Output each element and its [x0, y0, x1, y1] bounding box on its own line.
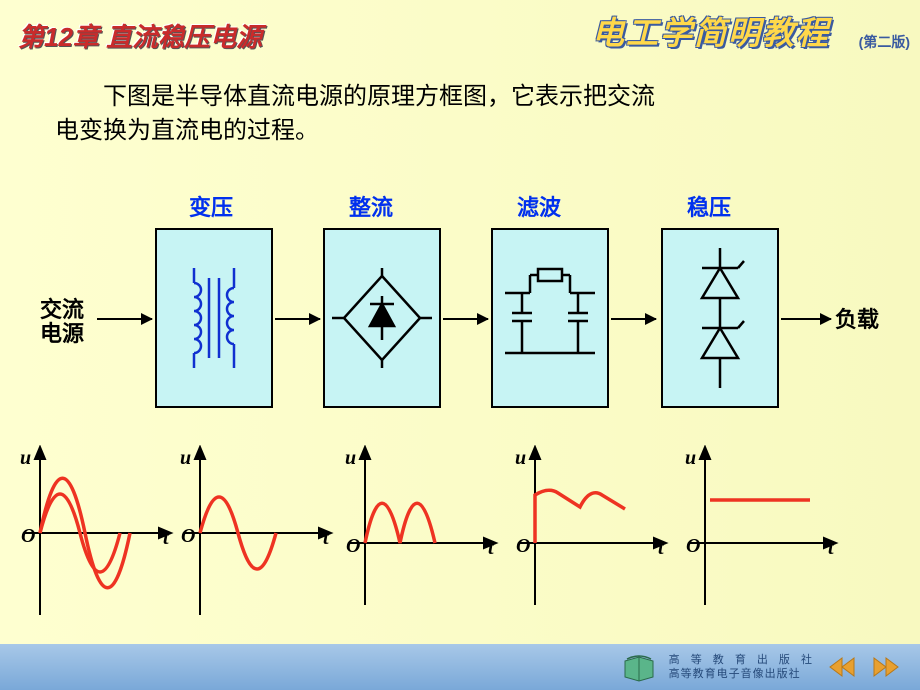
- wave-rectified: u O t: [340, 445, 510, 620]
- rectifier-icon: [332, 268, 432, 368]
- stage-label-regulator: 稳压: [687, 190, 731, 222]
- stage-label-transformer: 变压: [189, 190, 233, 222]
- axis-t: t: [163, 527, 169, 550]
- wave-regulated: u O t: [680, 445, 850, 620]
- input-label: 交流 电源: [40, 298, 84, 346]
- axis-u: u: [345, 447, 356, 470]
- axis-o: O: [21, 525, 35, 548]
- arrow-in: [97, 318, 152, 320]
- publisher-text: 高 等 教 育 出 版 社 高等教育电子音像出版社: [669, 653, 816, 682]
- intro-line2: 电变换为直流电的过程。: [55, 117, 319, 144]
- waveform-area: u O t u O t u O: [10, 445, 910, 635]
- intro-line1: 下图是半导体直流电源的原理方框图，它表示把交流: [103, 83, 655, 110]
- footer: 高 等 教 育 出 版 社 高等教育电子音像出版社: [0, 644, 920, 690]
- block-filter: [491, 228, 609, 408]
- axis-o: O: [516, 535, 530, 558]
- wave-input-ac: u O t: [15, 445, 185, 620]
- arrow-1-2: [275, 318, 320, 320]
- wave-filtered: u O t: [510, 445, 680, 620]
- block-diagram: 变压 整流 滤波 稳压 交流 电源 负载: [30, 190, 890, 440]
- filter-icon: [500, 263, 600, 373]
- axis-t: t: [488, 537, 494, 560]
- stage-label-filter: 滤波: [517, 190, 561, 222]
- arrow-out: [781, 318, 831, 320]
- regulator-icon: [680, 243, 760, 393]
- axis-u: u: [685, 447, 696, 470]
- stage-label-rectifier: 整流: [349, 190, 393, 222]
- axis-u: u: [180, 447, 191, 470]
- arrow-2-3: [443, 318, 488, 320]
- book-icon: [621, 651, 657, 683]
- header: 第12章 直流稳压电源 电工学简明教程 (第二版): [0, 0, 920, 70]
- axis-o: O: [686, 535, 700, 558]
- axis-o: O: [346, 535, 360, 558]
- chapter-title: 第12章 直流稳压电源: [18, 17, 262, 54]
- axis-u: u: [515, 447, 526, 470]
- book-edition: (第二版): [859, 32, 910, 52]
- wave-transformed: u O t: [175, 445, 345, 620]
- book-title: 电工学简明教程: [592, 8, 830, 54]
- intro-text: 下图是半导体直流电源的原理方框图，它表示把交流 电变换为直流电的过程。: [55, 80, 865, 147]
- axis-t: t: [323, 527, 329, 550]
- arrow-3-4: [611, 318, 656, 320]
- nav-prev-button[interactable]: [828, 654, 858, 680]
- block-regulator: [661, 228, 779, 408]
- nav-next-button[interactable]: [870, 654, 900, 680]
- axis-t: t: [828, 537, 834, 560]
- axis-o: O: [181, 525, 195, 548]
- axis-u: u: [20, 447, 31, 470]
- output-label: 负载: [835, 308, 879, 332]
- transformer-icon: [169, 263, 259, 373]
- block-rectifier: [323, 228, 441, 408]
- axis-t: t: [658, 537, 664, 560]
- block-transformer: [155, 228, 273, 408]
